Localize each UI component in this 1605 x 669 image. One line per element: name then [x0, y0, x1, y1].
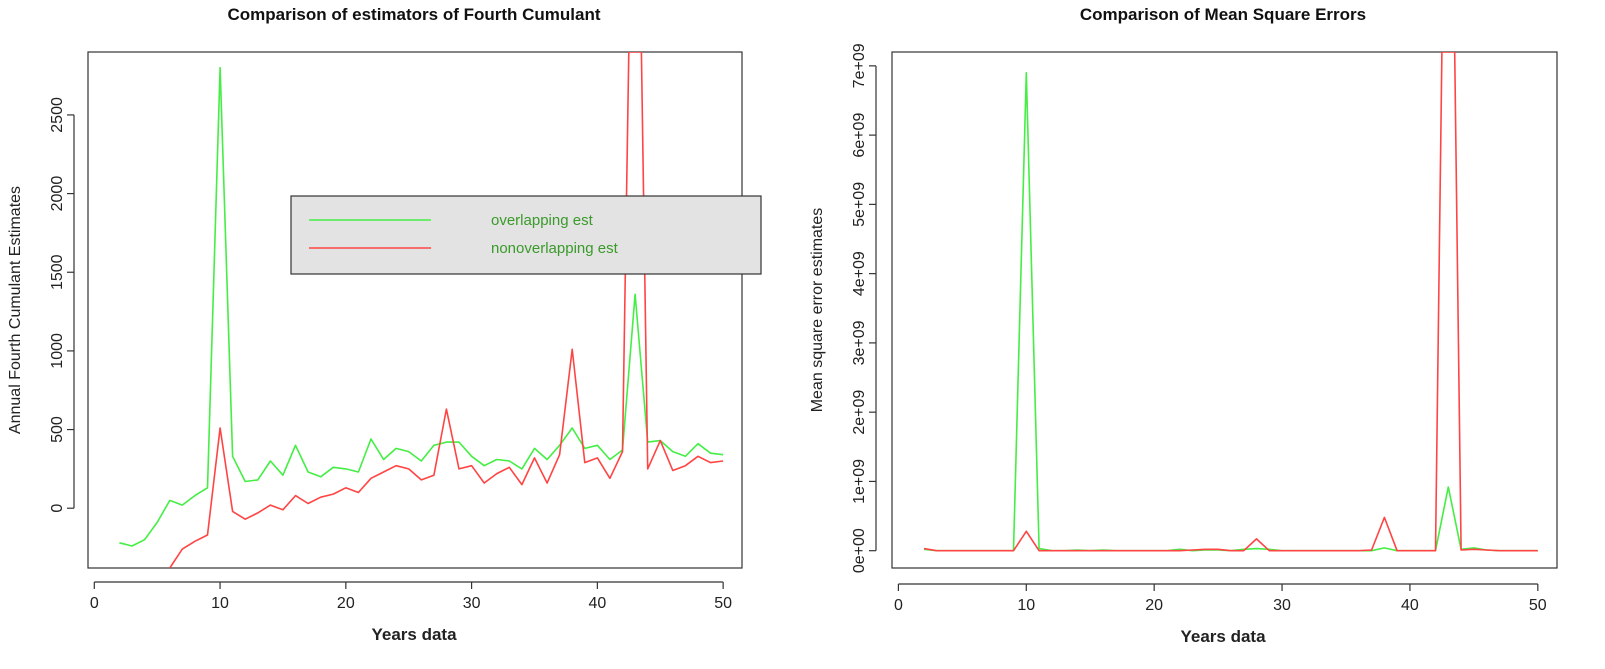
y-tick-label: 2e+09 — [851, 390, 868, 435]
x-tick-label: 0 — [90, 595, 99, 612]
chart-left-ylabel: Annual Fourth Cumulant Estimates — [7, 186, 24, 434]
legend-label: overlapping est — [491, 212, 594, 229]
chart-right-panel: Comparison of Mean Square Errors Years d… — [795, 0, 1605, 664]
y-tick-label: 500 — [49, 416, 66, 443]
y-tick-label: 2500 — [49, 97, 66, 133]
chart-right-title: Comparison of Mean Square Errors — [1080, 5, 1366, 24]
y-tick-label: 3e+09 — [851, 320, 868, 365]
x-tick-label: 30 — [1273, 597, 1291, 614]
chart-right-svg: Comparison of Mean Square Errors Years d… — [809, 5, 1558, 646]
x-tick-label: 10 — [211, 595, 229, 612]
chart-right-ylabel: Mean square error estimates — [809, 208, 826, 413]
y-tick-label: 6e+09 — [851, 113, 868, 158]
x-tick-label: 50 — [1529, 597, 1547, 614]
chart-right-plot-area: 0 10 20 30 40 50 0e+00 1e+09 2e+09 3e+09 4e+09 5e+0… — [851, 43, 1558, 614]
y-tick-label: 0e+00 — [851, 528, 868, 573]
series-line-red — [169, 52, 724, 568]
y-tick-label: 1e+09 — [851, 459, 868, 504]
x-tick-label: 40 — [1401, 597, 1419, 614]
x-tick-label: 10 — [1017, 597, 1035, 614]
plot-frame — [891, 51, 1558, 569]
series-line-green — [923, 72, 1538, 552]
legend-box — [290, 195, 762, 275]
y-tick-label: 1500 — [49, 254, 66, 290]
x-tick-label: 20 — [337, 595, 355, 612]
x-tick-label: 20 — [1145, 597, 1163, 614]
legend-label: nonoverlapping est — [491, 240, 619, 257]
y-tick-label: 7e+09 — [851, 43, 868, 88]
x-tick-label: 30 — [463, 595, 481, 612]
y-tick-label: 0 — [49, 504, 66, 513]
plot-frame — [87, 51, 743, 569]
y-tick-label: 4e+09 — [851, 251, 868, 296]
chart-left-plot-area: 0 10 20 30 40 5005001000150020002500overlappi… — [49, 51, 762, 612]
x-tick-label: 0 — [894, 597, 903, 614]
y-tick-label: 1000 — [49, 333, 66, 369]
y-tick-label: 2000 — [49, 176, 66, 212]
chart-right-xlabel: Years data — [1180, 627, 1266, 646]
chart-left-svg: Comparison of estimators of Fourth Cumul… — [7, 5, 762, 644]
chart-left-title: Comparison of estimators of Fourth Cumul… — [227, 5, 600, 24]
legend: overlapping est nonoverlapping est — [290, 195, 762, 275]
chart-left-xlabel: Years data — [371, 625, 457, 644]
y-tick-label: 5e+09 — [851, 182, 868, 227]
x-tick-label: 40 — [588, 595, 606, 612]
chart-left-panel: Comparison of estimators of Fourth Cumul… — [0, 0, 790, 664]
series-line-red — [923, 52, 1538, 552]
series-line-green — [119, 66, 724, 547]
x-tick-label: 50 — [714, 595, 732, 612]
